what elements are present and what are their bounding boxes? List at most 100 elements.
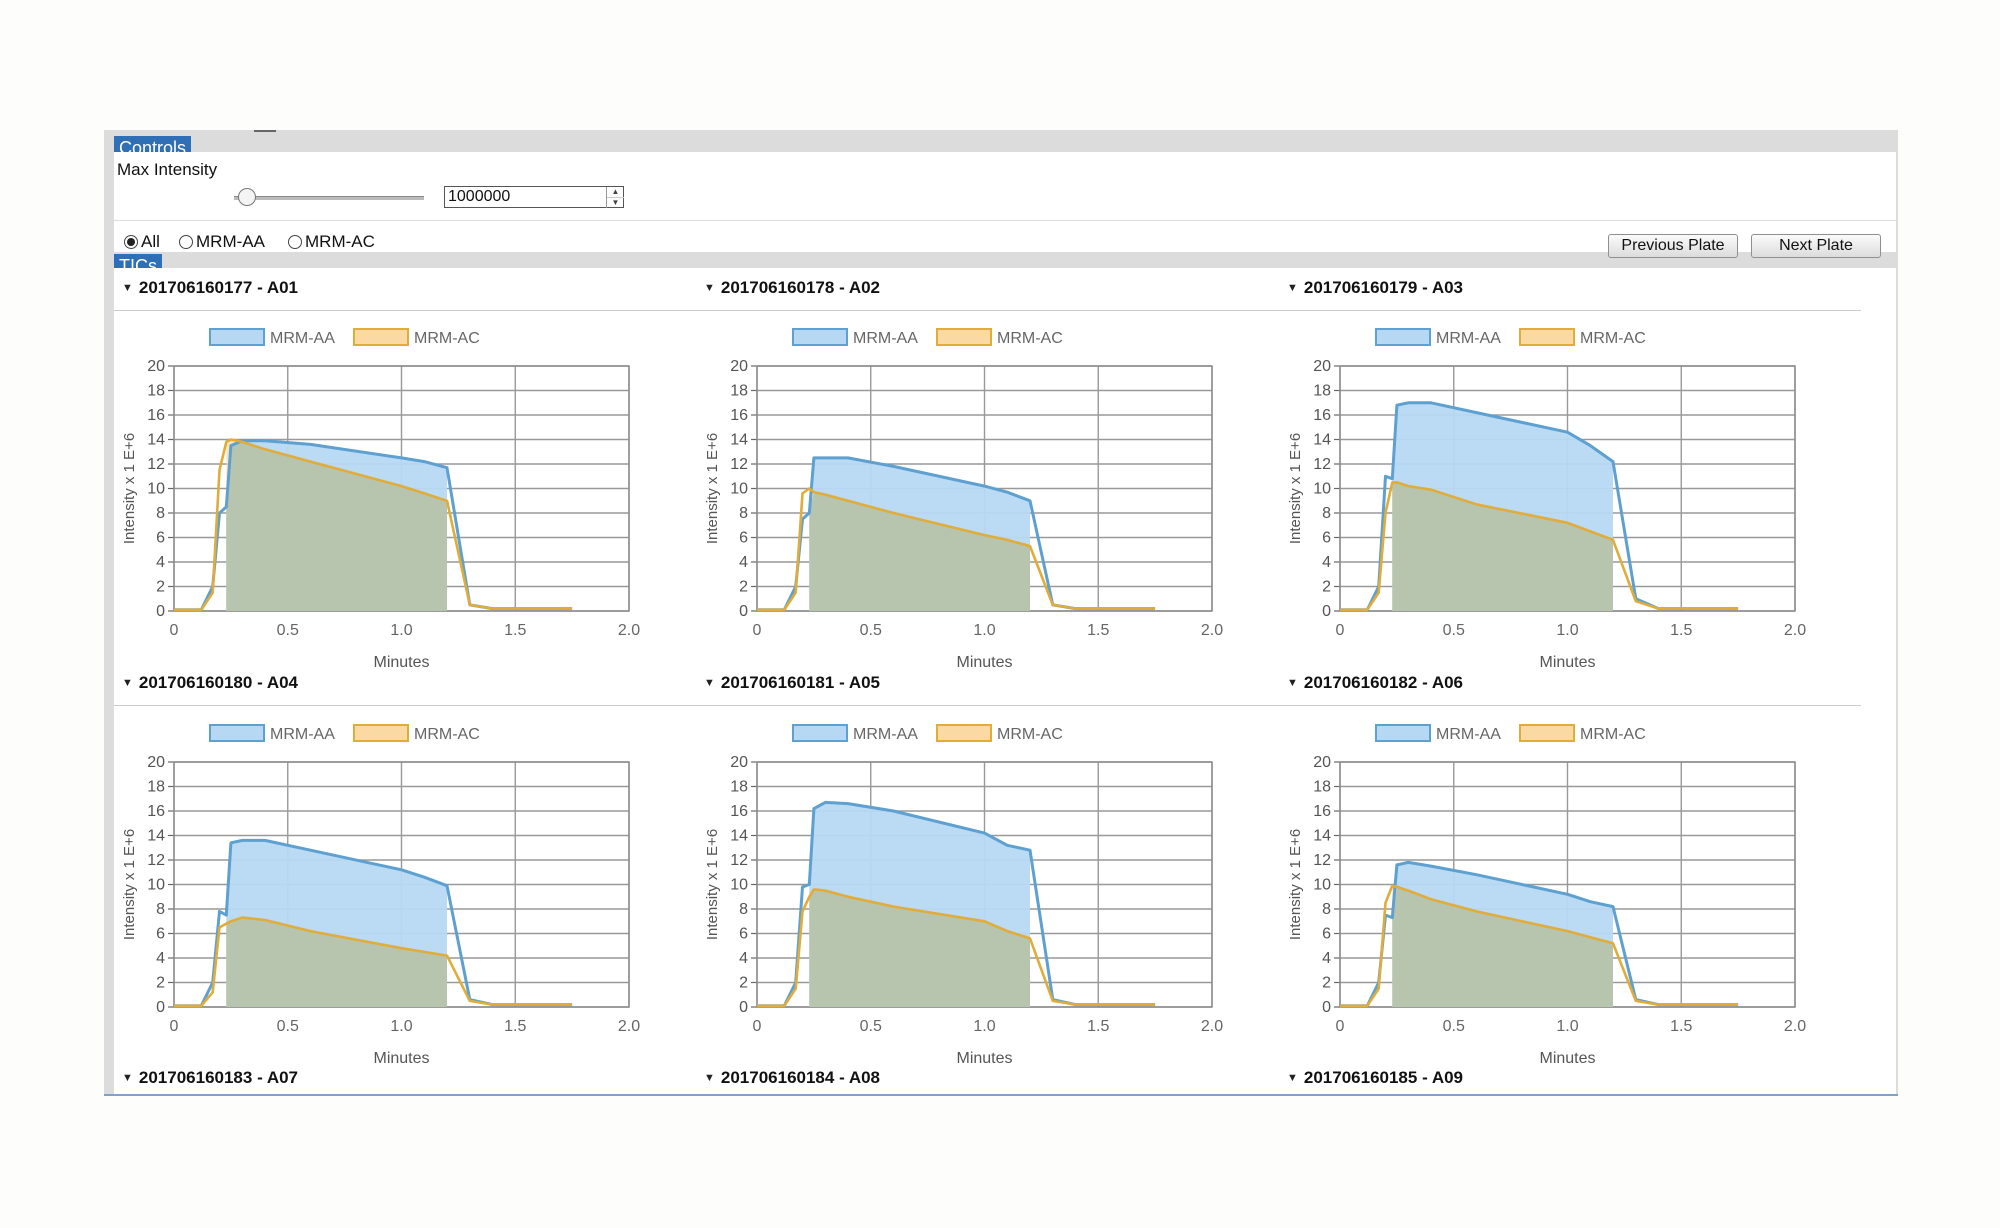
y-tick-label: 4 bbox=[156, 554, 165, 571]
x-tick-label: 1.0 bbox=[390, 1018, 412, 1035]
tic-chart-svg: MRM-AA MRM-AC 0 2 4 6 8 10 12 14 16 18 20 0 0.5 1.0 1.5 2… bbox=[121, 724, 640, 1067]
legend-label: MRM-AC bbox=[1580, 726, 1646, 743]
y-tick-label: 12 bbox=[1313, 456, 1331, 473]
plate-header[interactable]: ▼ 201706160182 - A06 bbox=[1287, 673, 1463, 693]
plate-label: 201706160184 - A08 bbox=[720, 1068, 881, 1087]
legend-item: MRM-AC bbox=[1519, 328, 1646, 347]
next-plate-button[interactable]: Next Plate bbox=[1751, 234, 1881, 258]
overlap-area bbox=[1392, 886, 1613, 1007]
plate-header[interactable]: ▼ 201706160177 - A01 bbox=[122, 278, 298, 298]
y-axis-label: Intensity x 1 E+6 bbox=[704, 433, 721, 544]
legend-label: MRM-AA bbox=[853, 726, 918, 743]
x-tick-label: 1.0 bbox=[973, 622, 995, 639]
tic-chart-svg: MRM-AA MRM-AC 0 2 4 6 8 10 12 14 16 18 20 0 0.5 1.0 1.5 2… bbox=[704, 328, 1223, 671]
collapse-triangle-icon[interactable]: ▼ bbox=[122, 1072, 133, 1084]
collapse-triangle-icon[interactable]: ▼ bbox=[122, 677, 133, 689]
x-tick-label: 0 bbox=[170, 1018, 179, 1035]
legend-label: MRM-AC bbox=[997, 726, 1063, 743]
radio-all-label: All bbox=[141, 232, 160, 251]
tic-chart-svg: MRM-AA MRM-AC 0 2 4 6 8 10 12 14 16 18 20 0 0.5 1.0 1.5 2… bbox=[1287, 724, 1806, 1067]
y-tick-label: 12 bbox=[147, 852, 165, 869]
spinner-down-icon[interactable]: ▼ bbox=[611, 198, 620, 207]
overlap-area bbox=[809, 492, 1030, 611]
y-tick-label: 14 bbox=[147, 432, 165, 449]
y-tick-label: 20 bbox=[730, 358, 748, 375]
plate-header[interactable]: ▼ 201706160179 - A03 bbox=[1287, 278, 1463, 298]
mrm-aa-line bbox=[1340, 401, 1739, 612]
x-tick-label: 0 bbox=[170, 622, 179, 639]
legend-item: MRM-AA bbox=[792, 724, 918, 743]
x-tick-label: 0.5 bbox=[860, 1018, 882, 1035]
y-tick-label: 16 bbox=[1313, 803, 1331, 820]
x-tick-label: 0.5 bbox=[277, 622, 299, 639]
plate-header[interactable]: ▼ 201706160181 - A05 bbox=[704, 673, 880, 693]
collapse-triangle-icon[interactable]: ▼ bbox=[1287, 282, 1298, 294]
collapse-triangle-icon[interactable]: ▼ bbox=[122, 282, 133, 294]
collapse-triangle-icon[interactable]: ▼ bbox=[1287, 677, 1298, 689]
y-tick-label: 0 bbox=[739, 603, 748, 620]
max-intensity-slider-thumb[interactable] bbox=[237, 188, 256, 206]
y-tick-label: 8 bbox=[1322, 901, 1331, 918]
max-intensity-spinner[interactable]: ▲ ▼ bbox=[606, 187, 624, 208]
radio-mrm-ac-indicator[interactable] bbox=[288, 235, 302, 249]
y-tick-label: 16 bbox=[730, 407, 748, 424]
legend-swatch bbox=[936, 328, 992, 346]
x-tick-label: 1.5 bbox=[504, 1018, 526, 1035]
collapse-triangle-icon[interactable]: ▼ bbox=[704, 677, 715, 689]
plate-label: 201706160178 - A02 bbox=[720, 278, 881, 297]
y-tick-label: 2 bbox=[739, 579, 748, 596]
x-tick-label: 2.0 bbox=[1784, 622, 1806, 639]
mrm-ac-line bbox=[174, 438, 573, 612]
radio-mrm-aa[interactable]: MRM-AA bbox=[179, 232, 265, 252]
x-tick-label: 2.0 bbox=[1201, 1018, 1223, 1035]
x-tick-label: 0.5 bbox=[860, 622, 882, 639]
window-tab-marker bbox=[254, 130, 276, 132]
y-tick-label: 12 bbox=[147, 456, 165, 473]
y-tick-label: 10 bbox=[1313, 877, 1331, 894]
y-tick-label: 14 bbox=[730, 432, 748, 449]
y-tick-label: 8 bbox=[739, 505, 748, 522]
y-tick-label: 18 bbox=[730, 779, 748, 796]
collapse-triangle-icon[interactable]: ▼ bbox=[1287, 1072, 1298, 1084]
collapse-triangle-icon[interactable]: ▼ bbox=[704, 282, 715, 294]
y-tick-label: 10 bbox=[730, 481, 748, 498]
plate-header[interactable]: ▼ 201706160178 - A02 bbox=[704, 278, 880, 298]
legend-item: MRM-AC bbox=[936, 724, 1063, 743]
plate-header[interactable]: ▼ 201706160185 - A09 bbox=[1287, 1068, 1463, 1088]
max-intensity-input[interactable] bbox=[444, 186, 624, 208]
y-tick-label: 20 bbox=[1313, 358, 1331, 375]
legend-swatch bbox=[209, 724, 265, 742]
y-tick-label: 0 bbox=[1322, 999, 1331, 1016]
legend-label: MRM-AA bbox=[1436, 726, 1501, 743]
plate-header[interactable]: ▼ 201706160183 - A07 bbox=[122, 1068, 298, 1088]
y-tick-label: 14 bbox=[147, 828, 165, 845]
legend-swatch bbox=[1375, 328, 1431, 346]
spinner-up-icon[interactable]: ▲ bbox=[607, 187, 624, 198]
plate-header[interactable]: ▼ 201706160180 - A04 bbox=[122, 673, 298, 693]
y-tick-label: 10 bbox=[730, 877, 748, 894]
y-tick-label: 8 bbox=[739, 901, 748, 918]
plate-header[interactable]: ▼ 201706160184 - A08 bbox=[704, 1068, 880, 1088]
radio-all-indicator[interactable] bbox=[124, 235, 138, 249]
y-tick-label: 0 bbox=[739, 999, 748, 1016]
max-intensity-slider[interactable] bbox=[234, 196, 424, 200]
legend-swatch bbox=[353, 328, 409, 346]
x-axis-label: Minutes bbox=[1539, 1050, 1595, 1067]
x-tick-label: 0 bbox=[753, 622, 762, 639]
previous-plate-button[interactable]: Previous Plate bbox=[1608, 234, 1738, 258]
y-tick-label: 6 bbox=[739, 926, 748, 943]
y-axis-label: Intensity x 1 E+6 bbox=[1287, 433, 1304, 544]
legend-swatch bbox=[792, 328, 848, 346]
x-tick-label: 0 bbox=[753, 1018, 762, 1035]
tic-chart-a05: MRM-AA MRM-AC 0 2 4 6 8 10 12 14 16 18 20 0 0.5 1.0 1.5 2… bbox=[697, 714, 1257, 1084]
plate-label: 201706160182 - A06 bbox=[1303, 673, 1464, 692]
collapse-triangle-icon[interactable]: ▼ bbox=[704, 1072, 715, 1084]
radio-mrm-ac[interactable]: MRM-AC bbox=[288, 232, 375, 252]
legend-label: MRM-AC bbox=[997, 330, 1063, 347]
radio-all[interactable]: All bbox=[124, 232, 160, 252]
radio-mrm-aa-indicator[interactable] bbox=[179, 235, 193, 249]
y-tick-label: 18 bbox=[147, 383, 165, 400]
mrm-ac-line bbox=[757, 888, 1156, 1008]
y-tick-label: 18 bbox=[1313, 383, 1331, 400]
y-tick-label: 20 bbox=[730, 754, 748, 771]
